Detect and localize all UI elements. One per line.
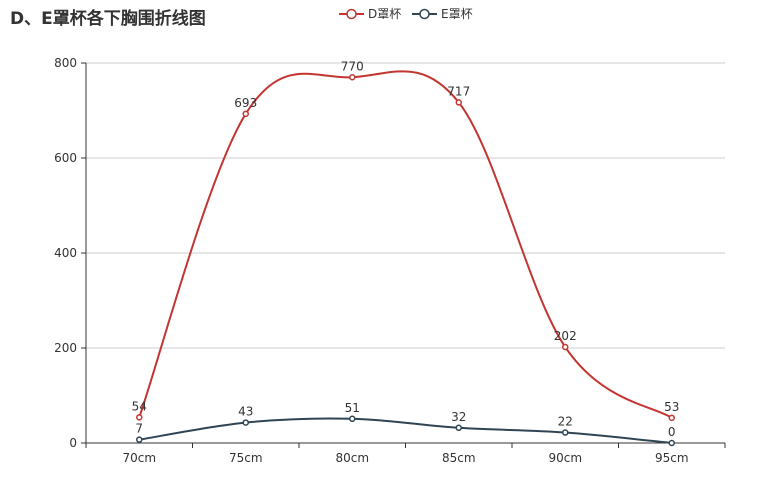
- series-line-e: [139, 417, 672, 444]
- legend-label-e: E罩杯: [441, 7, 473, 21]
- y-tick-label: 600: [54, 151, 77, 165]
- legend-marker-d: [346, 8, 357, 20]
- data-label: 202: [554, 329, 577, 343]
- data-label: 51: [345, 401, 360, 415]
- x-axis: 70cm 75cm 80cm 85cm 90cm 95cm: [85, 442, 726, 465]
- data-point[interactable]: [136, 436, 143, 443]
- x-tick-label: 95cm: [655, 451, 689, 465]
- x-tick-label: 90cm: [548, 451, 582, 465]
- y-tick-label: 0: [69, 436, 77, 450]
- data-label: 54: [132, 399, 147, 413]
- data-label: 53: [664, 400, 679, 414]
- data-label: 693: [234, 96, 257, 110]
- data-label: 770: [341, 59, 364, 73]
- data-point[interactable]: [562, 343, 569, 351]
- data-point[interactable]: [668, 414, 675, 422]
- legend-label-d: D罩杯: [368, 7, 401, 21]
- series-line-d: [138, 70, 673, 419]
- series-layer: [136, 70, 675, 447]
- data-labels: 54 693 770 717 202 53 7 43 51 32 22 0: [132, 59, 680, 439]
- x-tick-label: 80cm: [335, 451, 369, 465]
- x-tick-label: 85cm: [442, 451, 476, 465]
- data-point[interactable]: [242, 110, 249, 118]
- data-point[interactable]: [349, 74, 356, 81]
- grid-lines: [86, 62, 725, 349]
- y-axis: 0 200 400 600 800: [54, 56, 87, 450]
- data-point[interactable]: [242, 419, 249, 426]
- data-label: 43: [238, 405, 253, 419]
- chart-title: D、E罩杯各下胸围折线图: [10, 8, 206, 29]
- legend-item-e[interactable]: E罩杯: [412, 7, 473, 21]
- y-tick-label: 800: [54, 56, 77, 70]
- x-tick-label: 70cm: [122, 451, 156, 465]
- x-tick-label: 75cm: [229, 451, 263, 465]
- data-point[interactable]: [455, 99, 462, 106]
- data-label: 7: [135, 422, 143, 436]
- data-label: 22: [558, 415, 573, 429]
- y-tick-label: 200: [54, 341, 77, 355]
- data-point[interactable]: [349, 415, 356, 423]
- data-point[interactable]: [562, 429, 569, 436]
- data-label: 717: [447, 84, 470, 98]
- data-point[interactable]: [668, 439, 675, 447]
- data-point[interactable]: [136, 414, 143, 421]
- legend-marker-e: [419, 8, 430, 20]
- data-label: 32: [451, 410, 466, 424]
- y-tick-label: 400: [54, 246, 77, 260]
- data-label: 0: [668, 425, 676, 439]
- data-point[interactable]: [455, 424, 462, 432]
- legend[interactable]: D罩杯 E罩杯: [339, 7, 473, 21]
- legend-item-d[interactable]: D罩杯: [339, 7, 401, 21]
